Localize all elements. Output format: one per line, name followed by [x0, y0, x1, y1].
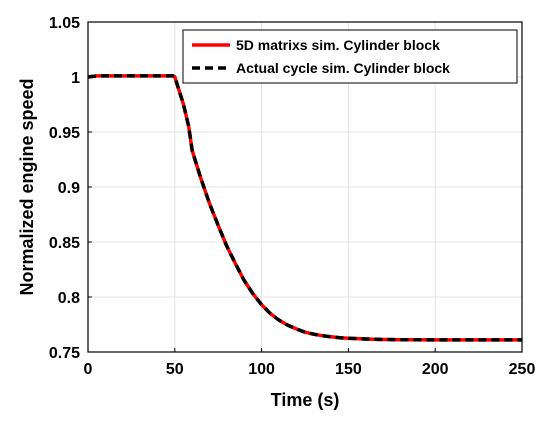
- x-tick-label: 50: [166, 361, 184, 378]
- legend-box: [182, 29, 518, 84]
- y-tick-label: 0.9: [58, 180, 80, 197]
- y-axis-title: Normalized engine speed: [17, 78, 37, 295]
- y-tick-label: 1: [71, 70, 80, 87]
- x-axis-title: Time (s): [271, 390, 340, 410]
- legend: 5D matrixs sim. Cylinder block Actual cy…: [182, 29, 518, 84]
- series-line-actual-cycle-sim: [87, 74, 522, 342]
- tick-labels: 0 50 100 150 200 250 0.75 0.8 0.85 0.9 0.95 1 1.05: [49, 15, 536, 378]
- x-tick-label: 100: [248, 361, 275, 378]
- legend-label-actual: Actual cycle sim. Cylinder block: [236, 60, 450, 76]
- y-tick-label: 0.8: [58, 290, 80, 307]
- y-tick-label: 0.95: [49, 125, 80, 142]
- legend-label-sim: 5D matrixs sim. Cylinder block: [236, 37, 440, 53]
- y-tick-label: 0.75: [49, 345, 80, 362]
- x-tick-label: 250: [509, 361, 536, 378]
- x-tick-label: 200: [422, 361, 449, 378]
- x-tick-label: 0: [84, 361, 93, 378]
- y-tick-label: 1.05: [49, 15, 80, 32]
- y-tick-label: 0.85: [49, 235, 80, 252]
- series-lines: [87, 74, 522, 342]
- x-tick-label: 150: [335, 361, 362, 378]
